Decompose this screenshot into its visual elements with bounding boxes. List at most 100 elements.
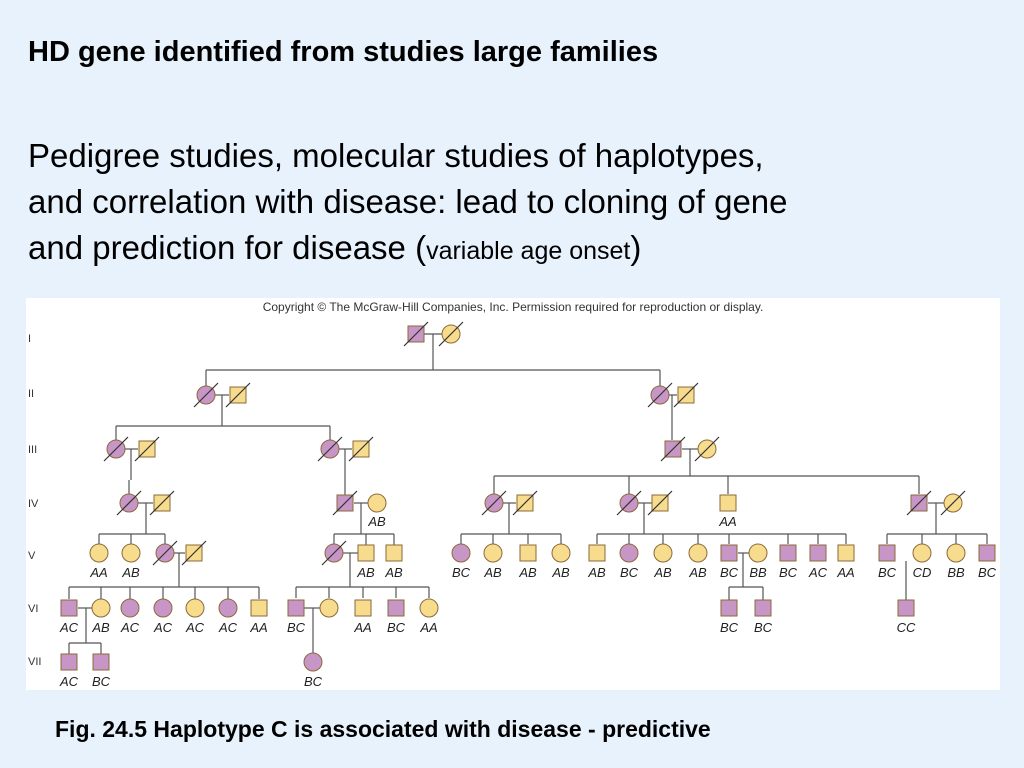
unaffected-male-symbol <box>588 544 606 562</box>
body-line-2: and correlation with disease: lead to cl… <box>28 183 788 220</box>
generation-label: VII <box>28 656 41 668</box>
generation-label: V <box>28 550 36 562</box>
unaffected-female-symbol <box>367 493 387 513</box>
affected-male-symbol <box>978 544 996 562</box>
deceased-mark <box>906 490 932 516</box>
haplotype-label: AB <box>356 565 375 580</box>
unaffected-female-symbol <box>653 543 673 563</box>
haplotype-label: AA <box>836 565 854 580</box>
haplotype-label: CC <box>897 620 916 635</box>
haplotype-label: CD <box>913 565 932 580</box>
haplotype-label: BB <box>749 565 767 580</box>
body-line-3: and prediction for disease (variable age… <box>28 225 1008 274</box>
affected-male-symbol <box>60 599 78 617</box>
deceased-mark <box>332 490 358 516</box>
haplotype-label: AB <box>91 620 110 635</box>
body-line-1: Pedigree studies, molecular studies of h… <box>28 137 764 174</box>
affected-female-symbol <box>153 598 173 618</box>
unaffected-female-symbol <box>185 598 205 618</box>
deceased-mark <box>694 436 720 462</box>
unaffected-female-symbol <box>688 543 708 563</box>
deceased-mark <box>152 540 178 566</box>
unaffected-male-symbol <box>385 544 403 562</box>
figure-caption: Fig. 24.5 Haplotype C is associated with… <box>55 716 711 742</box>
haplotype-label: AA <box>249 620 267 635</box>
deceased-mark <box>116 490 142 516</box>
haplotype-label: BB <box>947 565 965 580</box>
haplotype-label: BC <box>452 565 471 580</box>
unaffected-male-symbol <box>837 544 855 562</box>
affected-male-symbol <box>897 599 915 617</box>
unaffected-female-symbol <box>121 543 141 563</box>
unaffected-male-symbol <box>357 544 375 562</box>
generation-label: III <box>28 444 37 456</box>
affected-female-symbol <box>120 598 140 618</box>
haplotype-label: AB <box>384 565 403 580</box>
deceased-mark <box>481 490 507 516</box>
unaffected-female-symbol <box>946 543 966 563</box>
haplotype-label: BC <box>779 565 798 580</box>
affected-male-symbol <box>754 599 772 617</box>
deceased-mark <box>149 490 175 516</box>
deceased-mark <box>647 382 673 408</box>
haplotype-label: BC <box>878 565 897 580</box>
haplotype-label: AB <box>518 565 537 580</box>
variable-age-onset-note: variable age onset <box>426 237 631 265</box>
haplotype-label: AB <box>653 565 672 580</box>
unaffected-male-symbol <box>719 494 737 512</box>
generation-label: I <box>28 333 31 345</box>
generation-label: IV <box>28 498 39 510</box>
deceased-mark <box>225 382 251 408</box>
unaffected-female-symbol <box>551 543 571 563</box>
deceased-mark <box>673 382 699 408</box>
generation-label: II <box>28 388 34 400</box>
haplotype-label: BC <box>287 620 306 635</box>
deceased-mark <box>512 490 538 516</box>
affected-male-symbol <box>809 544 827 562</box>
generation-label: VI <box>28 603 38 615</box>
deceased-mark <box>134 436 160 462</box>
affected-female-symbol <box>451 543 471 563</box>
deceased-mark <box>317 436 343 462</box>
haplotype-label: BC <box>720 565 739 580</box>
affected-male-symbol <box>60 653 78 671</box>
haplotype-label: AC <box>59 620 79 635</box>
haplotype-label: AC <box>153 620 173 635</box>
haplotype-label: AB <box>367 514 386 529</box>
haplotype-label: AC <box>120 620 140 635</box>
deceased-mark <box>181 540 207 566</box>
haplotype-label: BC <box>978 565 997 580</box>
unaffected-female-symbol <box>748 543 768 563</box>
body-line-3-close: ) <box>630 229 642 266</box>
pedigree-figure: Copyright © The McGraw-Hill Companies, I… <box>26 298 1000 690</box>
deceased-mark <box>321 540 347 566</box>
deceased-mark <box>660 436 686 462</box>
deceased-mark <box>193 382 219 408</box>
haplotype-label: AB <box>551 565 570 580</box>
haplotype-label: BC <box>720 620 739 635</box>
haplotype-label: AB <box>688 565 707 580</box>
unaffected-female-symbol <box>419 598 439 618</box>
unaffected-male-symbol <box>354 599 372 617</box>
haplotype-label: AC <box>59 674 79 689</box>
affected-male-symbol <box>387 599 405 617</box>
affected-female-symbol <box>619 543 639 563</box>
slide-title: HD gene identified from studies large fa… <box>28 36 659 68</box>
body-line-3-main: and prediction for disease ( <box>28 229 427 266</box>
deceased-mark <box>940 490 966 516</box>
unaffected-female-symbol <box>483 543 503 563</box>
deceased-mark <box>438 321 464 347</box>
haplotype-label: AA <box>353 620 371 635</box>
unaffected-male-symbol <box>519 544 537 562</box>
haplotype-label: BC <box>304 674 323 689</box>
haplotype-label: AB <box>587 565 606 580</box>
haplotype-label: BC <box>754 620 773 635</box>
haplotype-label: AC <box>808 565 828 580</box>
haplotype-label: AA <box>718 514 736 529</box>
unaffected-male-symbol <box>250 599 268 617</box>
haplotype-label: AA <box>419 620 437 635</box>
haplotype-label: BC <box>92 674 111 689</box>
body-paragraph: Pedigree studies, molecular studies of h… <box>28 133 1008 274</box>
deceased-mark <box>103 436 129 462</box>
affected-male-symbol <box>878 544 896 562</box>
